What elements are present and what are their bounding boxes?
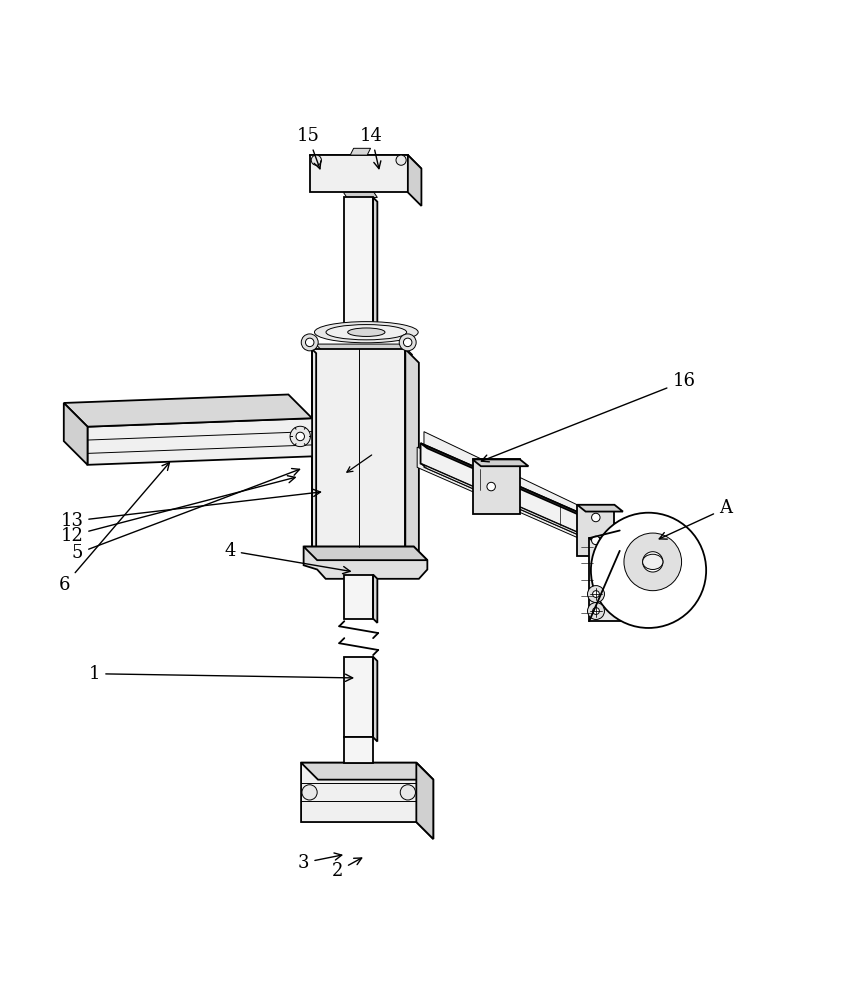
Polygon shape — [343, 192, 377, 197]
Polygon shape — [309, 155, 421, 169]
Polygon shape — [633, 540, 671, 584]
Circle shape — [290, 426, 310, 447]
Polygon shape — [405, 349, 418, 560]
Circle shape — [395, 155, 406, 165]
Polygon shape — [589, 538, 628, 621]
Ellipse shape — [314, 322, 417, 343]
Text: 16: 16 — [481, 372, 694, 462]
Polygon shape — [301, 763, 433, 839]
Polygon shape — [344, 737, 372, 763]
Text: 15: 15 — [296, 127, 320, 169]
Circle shape — [591, 513, 599, 522]
Polygon shape — [577, 505, 622, 512]
Polygon shape — [372, 197, 377, 338]
Polygon shape — [423, 432, 623, 555]
Polygon shape — [315, 344, 412, 355]
Polygon shape — [64, 403, 88, 465]
Polygon shape — [417, 447, 616, 555]
Ellipse shape — [325, 325, 406, 340]
Text: 3: 3 — [297, 853, 342, 872]
Polygon shape — [344, 575, 372, 619]
Circle shape — [399, 334, 416, 351]
Text: A: A — [659, 499, 731, 539]
Text: 5: 5 — [72, 469, 299, 562]
Polygon shape — [589, 538, 641, 548]
Ellipse shape — [642, 554, 662, 569]
Circle shape — [305, 338, 314, 347]
Polygon shape — [309, 155, 407, 192]
Text: 14: 14 — [360, 127, 383, 169]
Polygon shape — [312, 349, 405, 547]
Polygon shape — [577, 505, 613, 556]
Circle shape — [486, 482, 495, 491]
Circle shape — [403, 338, 412, 347]
Polygon shape — [372, 575, 377, 623]
Circle shape — [587, 586, 604, 603]
Text: 12: 12 — [60, 476, 295, 545]
Circle shape — [591, 536, 599, 545]
Polygon shape — [416, 763, 433, 839]
Text: 6: 6 — [59, 463, 170, 594]
Polygon shape — [64, 394, 312, 427]
Circle shape — [592, 591, 599, 597]
Polygon shape — [472, 459, 528, 466]
Polygon shape — [407, 155, 421, 206]
Polygon shape — [472, 459, 520, 514]
Circle shape — [587, 603, 604, 619]
Text: 1: 1 — [89, 665, 352, 683]
Text: 2: 2 — [331, 858, 361, 880]
Circle shape — [311, 155, 321, 165]
Circle shape — [302, 785, 317, 800]
Circle shape — [296, 432, 304, 441]
Polygon shape — [350, 148, 370, 155]
Circle shape — [590, 513, 705, 628]
Polygon shape — [344, 657, 372, 737]
Polygon shape — [420, 464, 625, 556]
Polygon shape — [420, 443, 625, 536]
Text: 13: 13 — [60, 489, 320, 530]
Circle shape — [623, 533, 681, 591]
Polygon shape — [88, 418, 312, 465]
Circle shape — [400, 785, 415, 800]
Ellipse shape — [348, 328, 384, 336]
Polygon shape — [303, 547, 427, 560]
Circle shape — [642, 552, 662, 572]
Polygon shape — [372, 657, 377, 742]
Circle shape — [592, 608, 599, 614]
Polygon shape — [312, 349, 316, 551]
Text: 4: 4 — [224, 542, 350, 574]
Polygon shape — [344, 197, 372, 334]
Polygon shape — [420, 443, 619, 551]
Polygon shape — [301, 763, 433, 780]
Polygon shape — [303, 547, 427, 579]
Circle shape — [301, 334, 318, 351]
